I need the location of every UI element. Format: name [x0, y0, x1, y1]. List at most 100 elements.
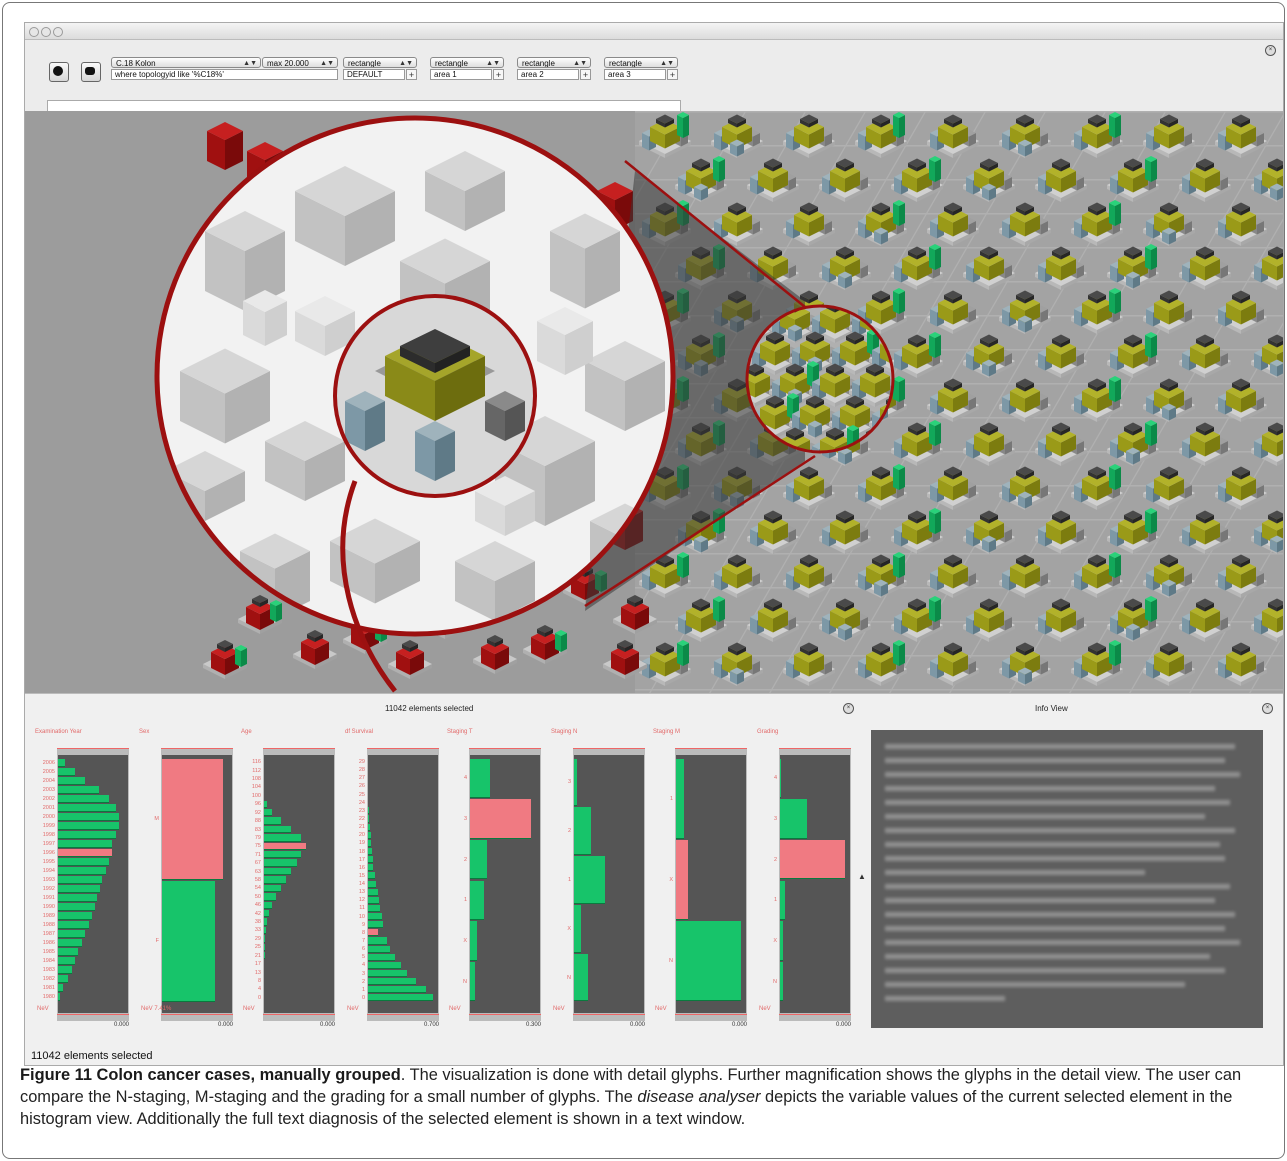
histogram-bar[interactable]	[368, 921, 383, 929]
histogram-bar[interactable]	[780, 758, 782, 799]
histogram-bar[interactable]	[264, 893, 277, 901]
range-slider-top[interactable]	[161, 748, 233, 755]
range-slider-top[interactable]	[469, 748, 541, 755]
max-select[interactable]: max 20.000 ▲▼	[262, 57, 338, 68]
histogram-bar[interactable]	[58, 957, 75, 966]
histogram-bar[interactable]	[264, 876, 286, 884]
histogram-bar[interactable]	[368, 937, 388, 945]
histogram-bar[interactable]	[780, 880, 786, 921]
histogram-bar[interactable]	[264, 901, 273, 909]
range-slider-bottom[interactable]	[779, 1014, 851, 1021]
histogram-bar[interactable]	[368, 856, 373, 864]
histogram-bar[interactable]	[574, 904, 581, 953]
histogram-bar[interactable]	[58, 794, 109, 803]
histogram-bar[interactable]	[162, 758, 224, 880]
histogram-panel[interactable]	[779, 754, 851, 1014]
histogram-bar[interactable]	[368, 929, 379, 937]
range-slider-bottom[interactable]	[161, 1014, 233, 1021]
histogram-bar[interactable]	[368, 978, 416, 986]
histogram-bar[interactable]	[264, 952, 265, 960]
histogram-bar[interactable]	[58, 875, 103, 884]
histogram-bar[interactable]	[58, 767, 75, 776]
histogram-bar[interactable]	[58, 803, 116, 812]
histogram-bar[interactable]	[58, 912, 92, 921]
range-slider-bottom[interactable]	[675, 1014, 747, 1021]
range-slider-top[interactable]	[367, 748, 439, 755]
range-slider-bottom[interactable]	[573, 1014, 645, 1021]
histogram-bar[interactable]	[264, 851, 302, 859]
area-input-3[interactable]: area 3	[604, 69, 666, 80]
histogram-bar[interactable]	[368, 888, 378, 896]
histogram-bar[interactable]	[58, 758, 65, 767]
histogram-bar[interactable]	[58, 885, 101, 894]
area-input-1[interactable]: area 1	[430, 69, 492, 80]
histogram-bar[interactable]	[676, 839, 689, 921]
shape-select-area2[interactable]: rectangle ▲▼	[517, 57, 591, 68]
histogram-bar[interactable]	[58, 821, 120, 830]
histogram-bar[interactable]	[368, 823, 371, 831]
histogram-close-icon[interactable]: ×	[843, 703, 854, 714]
histogram-bar[interactable]	[368, 815, 370, 823]
area-input-default[interactable]: DEFAULT	[343, 69, 405, 80]
range-slider-bottom[interactable]	[367, 1014, 439, 1021]
histogram-bar[interactable]	[58, 948, 79, 957]
histogram-bar[interactable]	[368, 945, 391, 953]
toolbar-close-icon[interactable]: ×	[1265, 45, 1276, 56]
histogram-bar[interactable]	[58, 866, 106, 875]
histogram-bar[interactable]	[58, 894, 98, 903]
histogram-bar[interactable]	[162, 880, 216, 1002]
histogram-bar[interactable]	[368, 904, 381, 913]
histogram-bar[interactable]	[368, 986, 426, 994]
histogram-bar[interactable]	[470, 961, 476, 1002]
histogram-bar[interactable]	[58, 812, 120, 821]
histogram-bar[interactable]	[368, 953, 396, 961]
add-area-1-button[interactable]: +	[493, 69, 504, 80]
histogram-bar[interactable]	[574, 807, 591, 856]
camera-button[interactable]	[49, 62, 69, 82]
add-area-3-button[interactable]: +	[667, 69, 678, 80]
range-slider-top[interactable]	[779, 748, 851, 755]
histogram-bar[interactable]	[58, 776, 86, 785]
histogram-bar[interactable]	[780, 839, 845, 880]
histogram-bar[interactable]	[470, 839, 487, 880]
histogram-bar[interactable]	[58, 921, 89, 930]
shape-select-area3[interactable]: rectangle ▲▼	[604, 57, 678, 68]
histogram-bar[interactable]	[470, 880, 484, 921]
histogram-bar[interactable]	[368, 896, 379, 904]
histogram-bar[interactable]	[58, 975, 69, 984]
histogram-bar[interactable]	[368, 831, 371, 839]
range-slider-bottom[interactable]	[57, 1014, 129, 1021]
histogram-bar[interactable]	[264, 825, 292, 834]
histogram-bar[interactable]	[368, 847, 373, 856]
range-slider-top[interactable]	[573, 748, 645, 755]
area-input-2[interactable]: area 2	[517, 69, 579, 80]
histogram-panel[interactable]	[263, 754, 335, 1014]
histogram-bar[interactable]	[58, 984, 64, 993]
histogram-bar[interactable]	[264, 918, 268, 926]
histogram-bar[interactable]	[264, 800, 268, 808]
3d-city-view[interactable]	[25, 111, 1283, 693]
histogram-bar[interactable]	[264, 926, 267, 935]
info-text-window[interactable]	[871, 730, 1263, 1028]
histogram-bar[interactable]	[58, 785, 99, 794]
histogram-bar[interactable]	[264, 834, 302, 842]
histogram-bar[interactable]	[264, 935, 266, 943]
histogram-bar[interactable]	[264, 808, 273, 817]
histogram-bar[interactable]	[368, 872, 375, 880]
histogram-bar[interactable]	[264, 859, 297, 867]
histogram-bar[interactable]	[264, 943, 265, 951]
histogram-bar[interactable]	[780, 921, 784, 961]
histogram-bar[interactable]	[574, 758, 578, 807]
range-slider-bottom[interactable]	[469, 1014, 541, 1021]
histogram-bar[interactable]	[58, 830, 116, 839]
histogram-bar[interactable]	[58, 930, 86, 939]
shape-select-default[interactable]: rectangle ▲▼	[343, 57, 417, 68]
eye-button[interactable]	[81, 62, 101, 82]
histogram-bar[interactable]	[676, 758, 685, 839]
histogram-bar[interactable]	[264, 909, 270, 918]
histogram-bar[interactable]	[58, 966, 72, 975]
add-area-2-button[interactable]: +	[580, 69, 591, 80]
minimize-window-button[interactable]	[41, 27, 51, 37]
histogram-bar[interactable]	[368, 961, 401, 969]
histogram-bar[interactable]	[368, 839, 372, 847]
